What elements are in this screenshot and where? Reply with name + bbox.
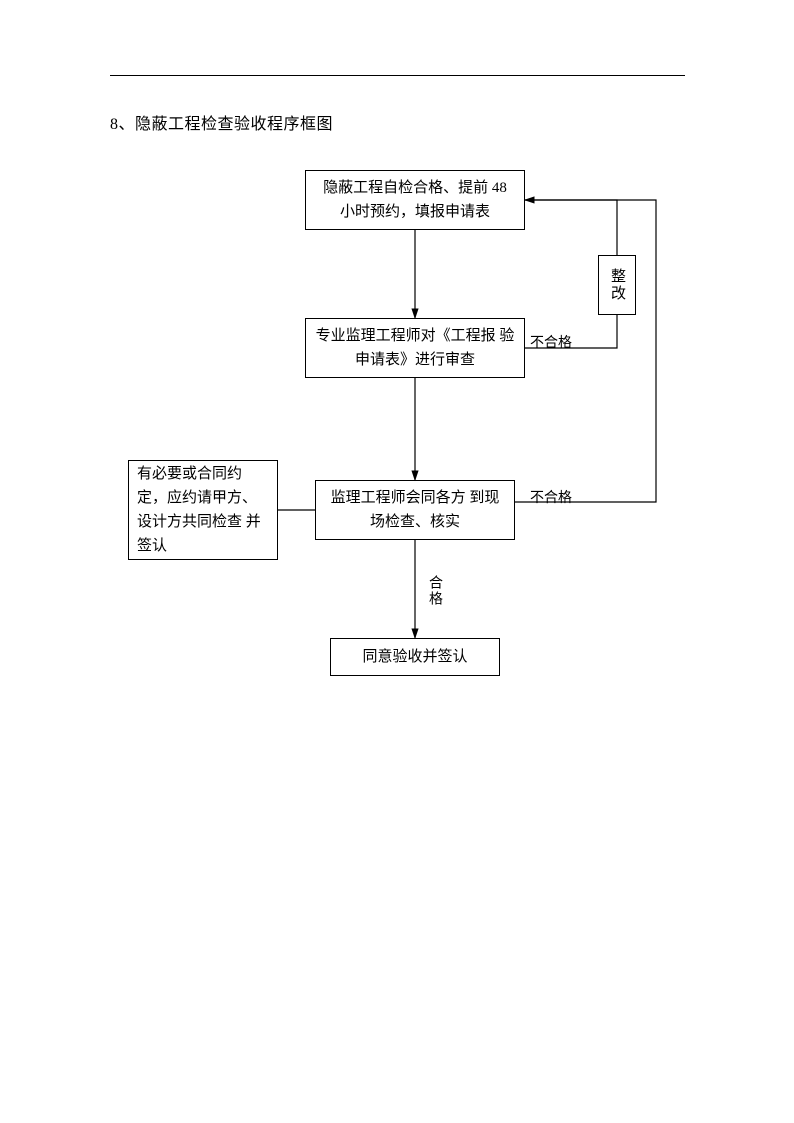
connectors [0, 0, 794, 1123]
label-fail-2: 不合格 [530, 487, 572, 507]
node-self-check-text: 隐蔽工程自检合格、提前 48 小时预约，填报申请表 [314, 176, 516, 224]
node-self-check: 隐蔽工程自检合格、提前 48 小时预约，填报申请表 [305, 170, 525, 230]
page: 8、隐蔽工程检查验收程序框图 隐蔽工程自检合格、提前 48 小时预约，填报申请表… [0, 0, 794, 1123]
node-rectify: 整改 [598, 255, 636, 315]
node-rectify-text: 整改 [605, 268, 629, 302]
node-review-text: 专业监理工程师对《工程报 验申请表》进行审查 [314, 324, 516, 372]
node-onsite-text: 监理工程师会同各方 到现场检查、核实 [324, 486, 506, 534]
header-rule [110, 75, 685, 76]
node-onsite: 监理工程师会同各方 到现场检查、核实 [315, 480, 515, 540]
label-pass: 合格 [424, 575, 444, 607]
node-approve-text: 同意验收并签认 [362, 645, 467, 669]
node-side-text: 有必要或合同约 定，应约请甲方、 设计方共同检查 并签认 [137, 462, 269, 558]
node-approve: 同意验收并签认 [330, 638, 500, 676]
label-fail-1: 不合格 [530, 332, 572, 352]
node-review: 专业监理工程师对《工程报 验申请表》进行审查 [305, 318, 525, 378]
page-title: 8、隐蔽工程检查验收程序框图 [110, 110, 333, 134]
node-side-note: 有必要或合同约 定，应约请甲方、 设计方共同检查 并签认 [128, 460, 278, 560]
